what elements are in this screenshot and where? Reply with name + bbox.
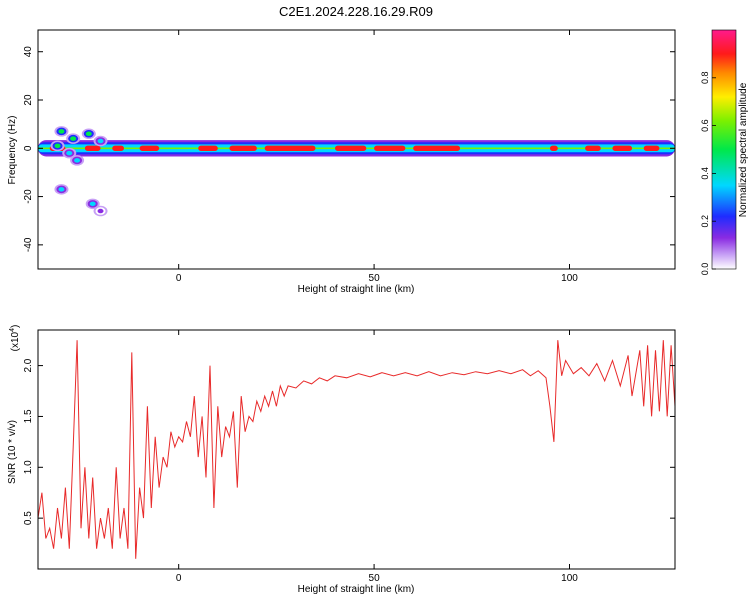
- heatmap-y-tick-label: -40: [23, 237, 34, 252]
- heatmap-x-tick-label: 0: [176, 273, 182, 284]
- snr-y-multiplier: (x104): [9, 325, 21, 352]
- figure-title: C2E1.2024.228.16.29.R09: [279, 4, 433, 19]
- colorbar-tick-label: 0.0: [700, 263, 710, 276]
- multiplier-base: (x10: [10, 331, 21, 351]
- snr-x-tick-label: 50: [369, 573, 381, 584]
- heatmap-x-ticks: 0 50 100: [176, 30, 578, 284]
- snr-x-axis-label: Height of straight line (km): [298, 584, 415, 595]
- band-strong-segment-6: [264, 145, 316, 151]
- heatmap-x-tick-label: 100: [561, 273, 578, 284]
- band-strong-segment-10: [549, 145, 558, 151]
- snr-panel: 0 50 100 0.5 1.0 1.5 2.0 Height of straight l…: [7, 325, 676, 595]
- heatmap-blob-2-2: [54, 143, 61, 149]
- heatmap-blob-7-2: [58, 187, 65, 192]
- band-strong-segment-13: [643, 145, 660, 151]
- snr-y-axis-label: SNR (10 * v/v): [7, 420, 18, 484]
- heatmap-y-ticks: -40 -20 0 20 40: [23, 46, 675, 252]
- colorbar-ticks: 0.0 0.2 0.4 0.6 0.8: [700, 72, 716, 276]
- heatmap-y-tick-label: -20: [23, 189, 34, 204]
- colorbar-tick-label: 0.4: [700, 167, 710, 180]
- heatmap-blob-8-2: [89, 201, 96, 207]
- snr-y-tick-label: 1.0: [23, 460, 34, 474]
- svg-text:(x104): (x104): [9, 325, 21, 352]
- band-strong-segment-11: [585, 145, 601, 151]
- band-strong-segment-2: [112, 145, 124, 151]
- heatmap-y-axis-label: Frequency (Hz): [7, 116, 18, 185]
- band-strong-segment-12: [612, 145, 633, 151]
- heatmap-marks: [38, 126, 675, 217]
- colorbar-tick-label: 0.2: [700, 215, 710, 228]
- heatmap-blob-0-2: [58, 129, 65, 134]
- band-strong-segment-7: [335, 145, 367, 151]
- heatmap-blob-4-2: [74, 158, 81, 163]
- band-strong-segment-9: [413, 145, 461, 151]
- band-strong-segment-5: [229, 145, 257, 151]
- band-strong-segment-8: [374, 145, 406, 151]
- heatmap-blob-1-2: [70, 136, 77, 141]
- colorbar-tick-label: 0.8: [700, 72, 710, 85]
- band-strong-segment-1: [84, 145, 101, 151]
- heatmap-blob-6-2: [97, 138, 104, 144]
- heatmap-panel: 0 50 100 -40 -20 0 20 40 Height of straight li…: [7, 29, 676, 295]
- colorbar: 0.0 0.2 0.4 0.6 0.8 Normalized spectral ampl…: [700, 29, 749, 276]
- colorbar-tick-label: 0.6: [700, 119, 710, 132]
- snr-plot-area: [38, 340, 675, 559]
- snr-x-tick-label: 100: [561, 573, 578, 584]
- band-strong-segment-3: [139, 145, 160, 151]
- colorbar-gradient: [711, 29, 737, 270]
- snr-plot-frame: [37, 329, 676, 570]
- band-strong-segment-4: [198, 145, 218, 151]
- heatmap-y-tick-label: 40: [23, 46, 34, 58]
- snr-x-ticks: 0 50 100: [176, 330, 578, 584]
- heatmap-blob-5-2: [85, 131, 92, 137]
- heatmap-y-tick-label: 0: [23, 145, 34, 151]
- heatmap-x-axis-label: Height of straight line (km): [298, 284, 415, 295]
- heatmap-blob-3-2: [66, 150, 73, 156]
- snr-y-tick-label: 0.5: [23, 511, 34, 525]
- multiplier-exponent: 4: [9, 328, 16, 332]
- colorbar-label: Normalized spectral amplitude: [738, 82, 749, 217]
- snr-series-line: [38, 340, 675, 559]
- snr-y-tick-label: 1.5: [23, 409, 34, 423]
- snr-y-ticks: 0.5 1.0 1.5 2.0: [23, 358, 675, 525]
- multiplier-close: ): [10, 325, 21, 328]
- heatmap-plot-frame: [37, 29, 676, 270]
- heatmap-blob-9-2: [97, 208, 104, 214]
- snr-y-tick-label: 2.0: [23, 358, 34, 372]
- heatmap-x-tick-label: 50: [369, 273, 381, 284]
- heatmap-y-tick-label: 20: [23, 94, 34, 106]
- snr-x-tick-label: 0: [176, 573, 182, 584]
